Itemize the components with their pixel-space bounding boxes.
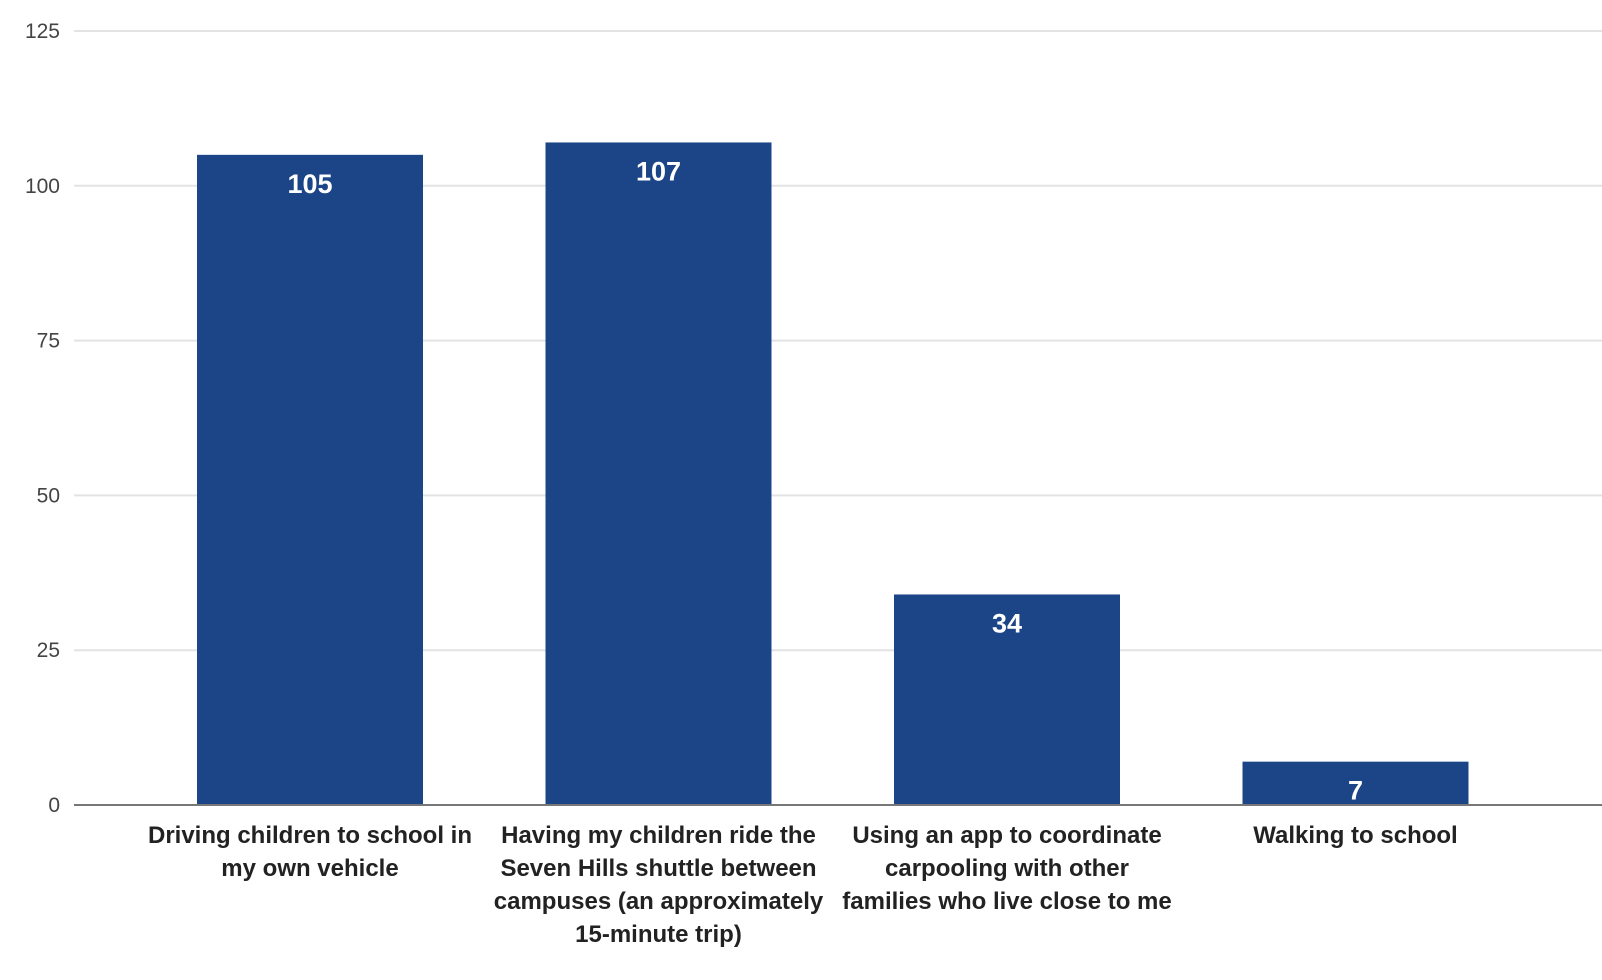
- y-tick-label: 125: [25, 20, 60, 43]
- bar: [545, 142, 772, 805]
- bar-value-label: 107: [636, 156, 681, 186]
- y-tick-label: 75: [37, 330, 60, 353]
- bar-value-label: 7: [1348, 776, 1363, 806]
- x-category-label: Driving children to school in my own vehi…: [148, 822, 472, 882]
- x-category-label: Having my children ride the Seven Hills s…: [494, 822, 824, 948]
- bar: [894, 594, 1120, 805]
- y-tick-label: 100: [25, 175, 60, 198]
- bar: [1242, 761, 1469, 805]
- x-category-label-line: Walking to school: [1253, 822, 1457, 849]
- bars: [197, 142, 1469, 806]
- bar-value-label: 105: [287, 169, 332, 199]
- y-axis-tick-labels: 0 25 50 75 100 125: [25, 20, 60, 817]
- x-category-label-line: campuses (an approximately: [494, 888, 824, 915]
- x-category-label-line: my own vehicle: [221, 855, 398, 882]
- bar: [197, 154, 423, 806]
- x-category-label-line: carpooling with other: [885, 855, 1129, 882]
- x-category-label-line: Having my children ride the: [501, 822, 816, 849]
- x-category-label-line: Using an app to coordinate: [852, 822, 1161, 849]
- x-category-label-line: Driving children to school in: [148, 822, 472, 849]
- y-tick-label: 25: [37, 639, 60, 662]
- x-category-label-line: 15-minute trip): [575, 921, 742, 948]
- category-labels: Driving children to school in my own vehi…: [148, 822, 1458, 948]
- bar-value-label: 34: [992, 608, 1022, 638]
- y-tick-label: 0: [48, 794, 60, 817]
- data-labels: 105 107 34 7: [287, 156, 1363, 805]
- x-category-label: Using an app to coordinate carpooling wit…: [842, 822, 1171, 915]
- x-category-label: Walking to school: [1253, 822, 1457, 849]
- x-category-label-line: families who live close to me: [842, 888, 1171, 915]
- y-tick-label: 50: [37, 484, 60, 507]
- x-category-label-line: Seven Hills shuttle between: [500, 855, 816, 882]
